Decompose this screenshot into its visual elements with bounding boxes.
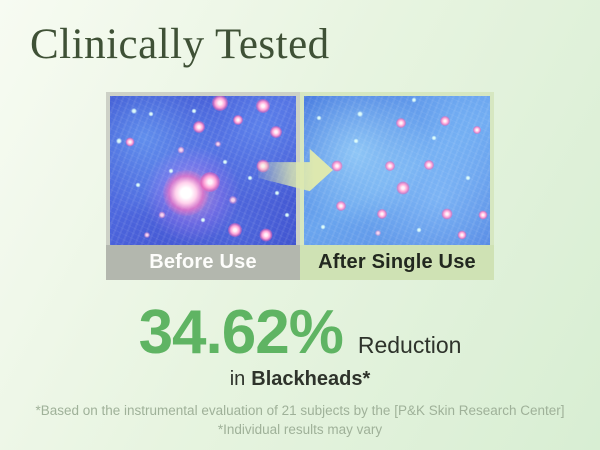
disclaimer-line-1: *Based on the instrumental evaluation of…	[35, 403, 565, 418]
photo-dot	[269, 125, 282, 138]
photo-dot	[423, 159, 434, 170]
photo-dot	[255, 99, 270, 114]
photo-dot	[214, 140, 221, 147]
reduction-target: in Blackheads*	[0, 368, 600, 391]
photo-dot	[431, 135, 437, 141]
photo-dot	[148, 111, 154, 117]
photo-dot	[331, 160, 343, 172]
reduction-target-name: Blackheads*	[251, 368, 371, 390]
photo-dot	[375, 230, 382, 237]
photo-dot	[457, 230, 467, 240]
reduction-percentage: 34.62%	[138, 298, 344, 367]
photo-dot	[211, 96, 228, 112]
photo-dot	[135, 182, 141, 188]
photo-dot	[222, 159, 228, 165]
reduction-result: 34.62% Reduction	[0, 302, 600, 364]
page-title: Clinically Tested	[30, 21, 330, 68]
photo-dot	[168, 168, 174, 173]
before-panel: Before Use	[106, 92, 300, 280]
after-photo	[304, 96, 490, 245]
before-label: Before Use	[106, 245, 300, 280]
photo-dot	[227, 223, 242, 238]
photo-dot	[411, 97, 417, 103]
photo-dot	[356, 110, 363, 117]
photo-dot	[396, 181, 410, 195]
photo-dot	[193, 121, 206, 134]
photo-dot	[441, 208, 453, 220]
photo-dot	[116, 137, 123, 144]
photo-dot	[131, 107, 138, 114]
photo-dot	[200, 217, 206, 223]
after-panel: After Single Use	[300, 92, 494, 280]
photo-dot	[440, 116, 451, 127]
photo-dot	[259, 228, 273, 242]
photo-dot	[395, 117, 406, 128]
photo-dot	[478, 210, 488, 220]
photo-dot	[228, 196, 237, 205]
disclaimer: *Based on the instrumental evaluation of…	[0, 402, 600, 439]
photo-dot	[191, 108, 197, 114]
photo-dot	[384, 161, 395, 172]
photo-dot	[200, 172, 221, 193]
photo-dot	[284, 212, 290, 218]
photo-dot	[158, 211, 166, 219]
reduction-label: Reduction	[357, 332, 462, 358]
photo-dot	[465, 175, 471, 181]
photo-dot	[144, 231, 151, 238]
photo-dot	[353, 138, 359, 144]
photo-dot	[416, 227, 422, 233]
photo-dot	[177, 146, 185, 154]
photo-dot	[472, 126, 481, 135]
photo-dot	[320, 224, 326, 230]
before-after-comparison: Before Use After Single Use	[106, 92, 494, 280]
photo-dot	[247, 175, 252, 181]
photo-dot	[336, 201, 347, 212]
reduction-target-prefix: in	[229, 368, 246, 390]
photo-dot	[377, 208, 388, 219]
photo-dot	[233, 114, 244, 125]
photo-dot	[125, 137, 135, 147]
disclaimer-line-2: *Individual results may vary	[217, 421, 383, 437]
photo-dot	[316, 115, 322, 121]
photo-dot	[274, 190, 280, 196]
after-label: After Single Use	[300, 245, 494, 280]
